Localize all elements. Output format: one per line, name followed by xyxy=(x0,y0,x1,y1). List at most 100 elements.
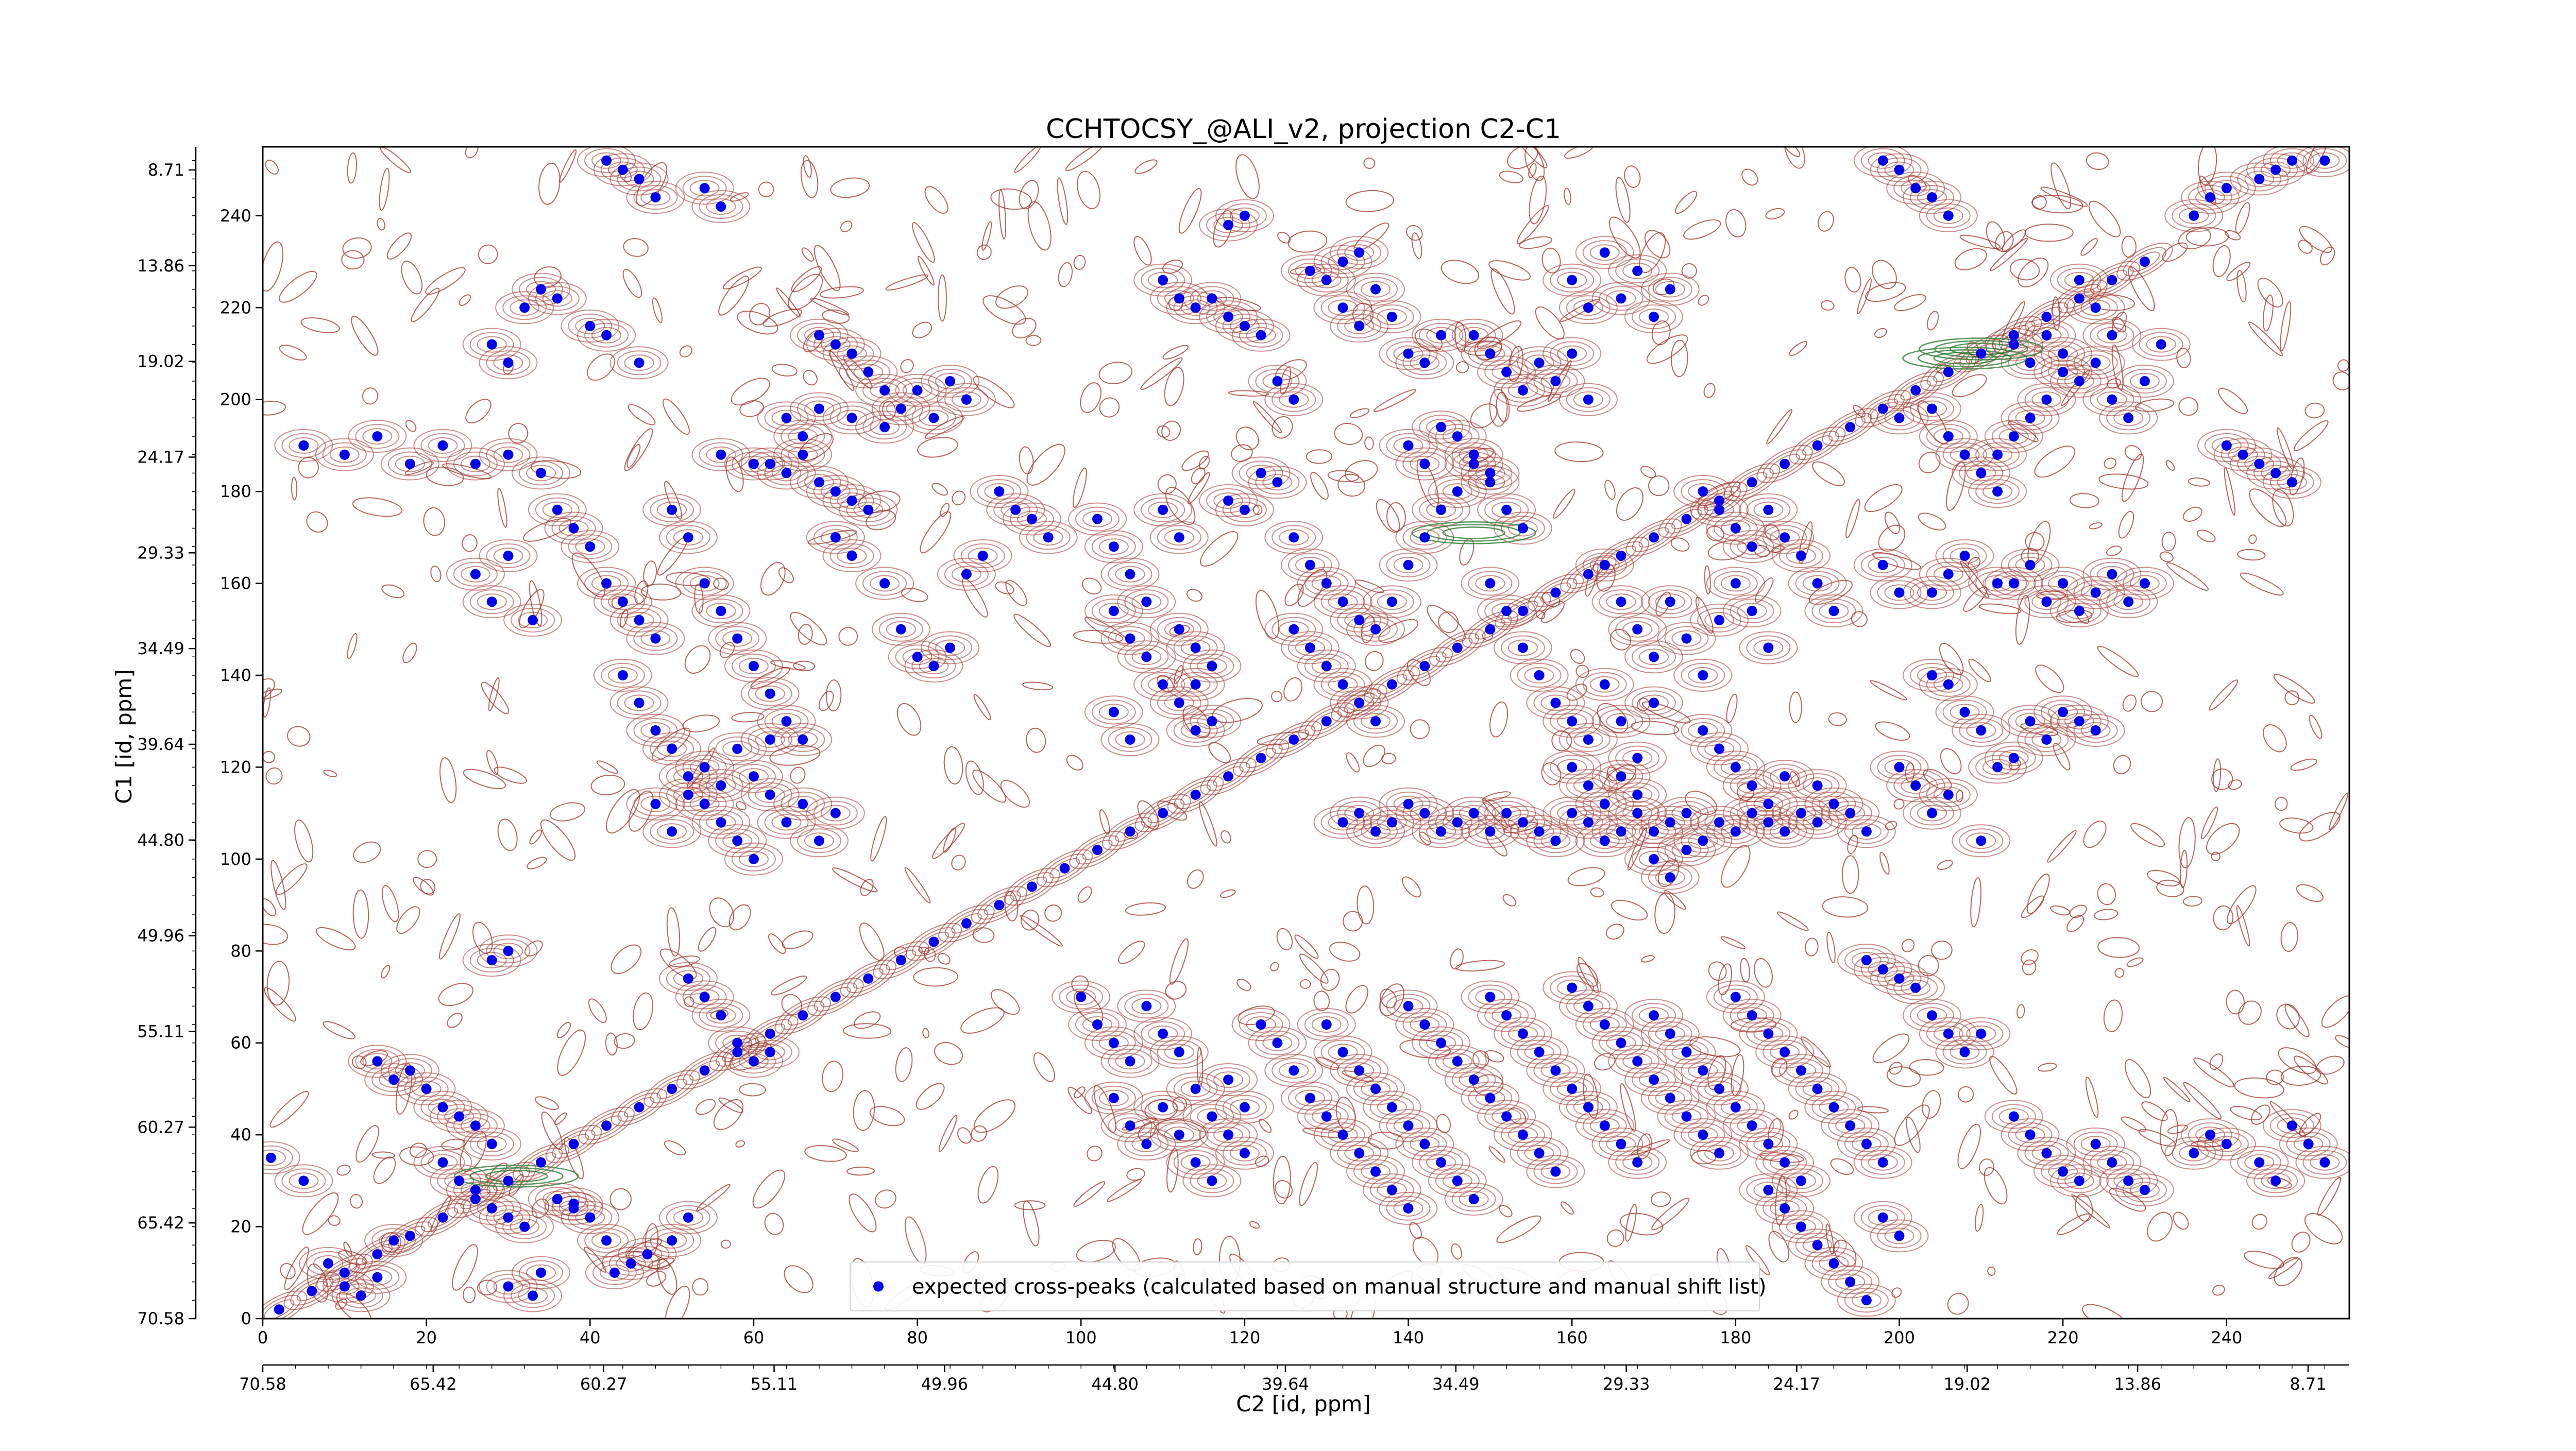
peak-contour xyxy=(1737,1007,1767,1024)
peak-contour xyxy=(1795,1076,1840,1101)
peak-contour xyxy=(1361,281,1391,298)
cross-peak-point xyxy=(470,458,481,469)
peak-contour xyxy=(1517,819,1562,844)
peak-contour xyxy=(731,654,776,679)
peak-contour xyxy=(1608,1045,1667,1078)
cross-peak-point xyxy=(1714,743,1725,754)
peak-contour xyxy=(1419,322,1464,348)
peak-contour xyxy=(1295,639,1325,656)
peak-contour xyxy=(1475,1089,1505,1106)
noise-contour xyxy=(2179,849,2188,889)
noise-contour xyxy=(1380,988,1397,1009)
peak-contour xyxy=(575,317,605,334)
peak-contour xyxy=(1639,1071,1669,1088)
peak-contour xyxy=(1507,1025,1538,1042)
x-ppm-tick-label: 55.11 xyxy=(751,1374,798,1394)
cross-peak-point xyxy=(650,798,661,809)
cross-peak-point xyxy=(1436,330,1447,340)
peak-contour xyxy=(479,1270,538,1303)
noise-contour xyxy=(2309,714,2323,739)
peak-contour xyxy=(764,709,809,734)
peak-contour xyxy=(1493,1017,1552,1050)
peak-contour xyxy=(1369,304,1414,330)
peak-contour xyxy=(2064,373,2094,389)
cross-peak-point xyxy=(1452,486,1463,497)
peak-contour xyxy=(460,566,490,583)
peak-contour xyxy=(658,1201,718,1234)
noise-contour xyxy=(1066,755,1083,771)
peak-contour xyxy=(682,791,727,816)
noise-contour xyxy=(1611,900,1648,921)
peak-contour xyxy=(1164,290,1194,307)
peak-contour xyxy=(1475,823,1505,840)
noise-contour xyxy=(315,927,356,951)
peak-contour xyxy=(1591,1026,1651,1060)
peak-contour xyxy=(551,1196,596,1221)
peak-contour xyxy=(1197,658,1227,675)
peak-contour xyxy=(640,630,671,647)
peak-contour xyxy=(493,548,523,564)
peak-contour xyxy=(609,686,669,720)
cross-peak-point xyxy=(667,504,677,515)
cross-peak-point xyxy=(470,1185,481,1196)
diagonal-contour xyxy=(741,1015,799,1053)
peak-contour xyxy=(1410,1136,1440,1152)
noise-contour xyxy=(624,428,653,471)
cross-peak-point xyxy=(1583,817,1594,828)
noise-contour xyxy=(2093,909,2119,920)
cross-peak-point xyxy=(404,1065,415,1076)
peak-contour xyxy=(1868,961,1898,978)
peak-contour xyxy=(446,1109,505,1142)
peak-contour xyxy=(1573,1099,1603,1116)
peak-contour xyxy=(1935,1035,1994,1069)
cross-peak-point xyxy=(1910,982,1921,993)
cross-peak-point xyxy=(1681,633,1692,644)
peak-contour xyxy=(1860,1205,1905,1230)
peak-contour xyxy=(1412,493,1471,526)
diagonal-peak-point xyxy=(274,1304,284,1315)
noise-contour xyxy=(1026,443,1065,486)
peak-contour xyxy=(558,520,589,537)
peak-contour xyxy=(1166,1146,1225,1179)
diagonal-peak-point xyxy=(2041,312,2052,322)
cross-peak-point xyxy=(2058,367,2069,378)
noise-contour xyxy=(1578,957,1599,994)
noise-contour xyxy=(1872,1033,1910,1064)
cross-peak-point xyxy=(1386,312,1397,322)
noise-contour xyxy=(860,879,874,896)
peak-contour xyxy=(689,759,720,776)
noise-contour xyxy=(849,1193,877,1233)
peak-contour xyxy=(722,630,753,647)
cross-peak-point xyxy=(2107,569,2117,579)
cross-peak-point xyxy=(1174,532,1184,543)
peak-contour xyxy=(1180,1154,1211,1171)
noise-contour xyxy=(2218,388,2248,414)
cross-peak-point xyxy=(437,1157,448,1168)
peak-contour xyxy=(1828,1269,1873,1294)
peak-contour xyxy=(1148,1025,1178,1042)
peak-contour xyxy=(1919,557,1978,591)
cross-peak-point xyxy=(1698,1065,1708,1076)
x-tick-label: 200 xyxy=(1884,1328,1915,1347)
diagonal-contour xyxy=(591,1115,622,1136)
noise-contour xyxy=(1072,467,1087,508)
diagonal-contour xyxy=(1134,794,1191,832)
peak-contour xyxy=(1379,1191,1438,1225)
peak-contour xyxy=(2031,391,2062,408)
peak-contour xyxy=(263,1149,286,1166)
peak-contour xyxy=(1272,1058,1316,1083)
peak-contour xyxy=(951,391,981,408)
peak-contour xyxy=(2097,1154,2127,1171)
diagonal-contour xyxy=(2083,261,2141,299)
peak-contour xyxy=(1926,1021,1971,1046)
noise-contour xyxy=(1489,388,1508,427)
diagonal-contour xyxy=(1141,798,1185,828)
peak-contour xyxy=(1624,640,1683,674)
peak-contour xyxy=(2204,176,2249,201)
noise-contour xyxy=(1670,537,1690,552)
peak-contour xyxy=(757,456,816,490)
cross-peak-point xyxy=(1649,652,1659,662)
cross-peak-point xyxy=(1894,1231,1905,1241)
noise-contour xyxy=(1337,473,1365,497)
noise-contour xyxy=(2082,1304,2128,1319)
